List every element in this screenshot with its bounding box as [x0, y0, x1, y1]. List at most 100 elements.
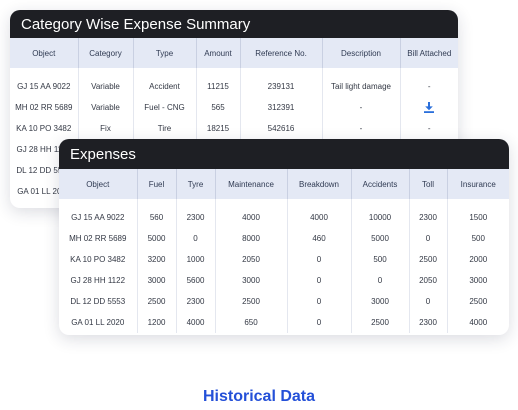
- column-header-reference-no[interactable]: Reference No.: [240, 38, 323, 68]
- cell-toll: 0: [409, 291, 448, 312]
- cell-fuel: 2500: [137, 291, 177, 312]
- cell-description: -: [322, 118, 401, 139]
- cell-maintenance: 650: [215, 312, 288, 333]
- cell-object: GA 01 LL 2020: [59, 312, 138, 333]
- cell-object: MH 02 RR 5689: [10, 97, 79, 118]
- cell-reference-no: 542616: [240, 118, 323, 139]
- expenses-card: Expenses Object Fuel Tyre Maintenance Br…: [59, 139, 509, 335]
- cell-fuel: 3000: [137, 270, 177, 291]
- table-row[interactable]: KA 10 PO 3482 3200 1000 2050 0 500 2500 …: [59, 249, 509, 270]
- column-header-insurance[interactable]: Insurance: [447, 169, 509, 199]
- column-header-type[interactable]: Type: [133, 38, 197, 68]
- column-header-breakdown[interactable]: Breakdown: [287, 169, 352, 199]
- cell-reference-no: 239131: [240, 68, 323, 97]
- cell-toll: 0: [409, 228, 448, 249]
- cell-bill-attached: -: [427, 124, 431, 133]
- table-row[interactable]: DL 12 DD 5553 2500 2300 2500 0 3000 0 25…: [59, 291, 509, 312]
- download-icon[interactable]: [424, 102, 435, 113]
- cell-type: Accident: [133, 68, 197, 97]
- cell-tyre: 5600: [176, 270, 216, 291]
- cell-maintenance: 8000: [215, 228, 288, 249]
- cell-maintenance: 2050: [215, 249, 288, 270]
- cell-tyre: 1000: [176, 249, 216, 270]
- column-header-fuel[interactable]: Fuel: [137, 169, 177, 199]
- cell-accidents: 500: [351, 249, 410, 270]
- cell-insurance: 2000: [469, 255, 488, 264]
- cell-maintenance: 4000: [215, 199, 288, 228]
- cell-bill-attached: -: [427, 82, 431, 91]
- column-header-description[interactable]: Description: [322, 38, 401, 68]
- cell-amount: 18215: [196, 118, 241, 139]
- cell-tyre: 0: [176, 228, 216, 249]
- column-header-bill-attached[interactable]: Bill Attached: [400, 38, 458, 68]
- cell-category: Fix: [78, 118, 134, 139]
- expense-summary-title: Category Wise Expense Summary: [10, 10, 458, 38]
- table-row[interactable]: GJ 15 AA 9022 Variable Accident 11215 23…: [10, 68, 458, 97]
- cell-fuel: 560: [137, 199, 177, 228]
- cell-object: DL 12 DD 5553: [59, 291, 138, 312]
- cell-accidents: 2500: [351, 312, 410, 333]
- cell-insurance: 4000: [469, 318, 488, 327]
- cell-object: GJ 28 HH 1122: [59, 270, 138, 291]
- cell-amount: 11215: [196, 68, 241, 97]
- cell-toll: 2300: [409, 199, 448, 228]
- cell-object: GJ 15 AA 9022: [59, 199, 138, 228]
- cell-maintenance: 2500: [215, 291, 288, 312]
- column-header-amount[interactable]: Amount: [196, 38, 241, 68]
- expenses-title: Expenses: [59, 139, 509, 169]
- cell-breakdown: 0: [287, 291, 352, 312]
- cell-type: Fuel - CNG: [133, 97, 197, 118]
- table-row[interactable]: GJ 15 AA 9022 560 2300 4000 4000 10000 2…: [59, 199, 509, 228]
- table-row[interactable]: MH 02 RR 5689 Variable Fuel - CNG 565 31…: [10, 97, 458, 118]
- table-header-row: Object Category Type Amount Reference No…: [10, 38, 458, 68]
- cell-description: Tail light damage: [322, 68, 401, 97]
- cell-fuel: 1200: [137, 312, 177, 333]
- cell-toll: 2300: [409, 312, 448, 333]
- historical-data-caption: Historical Data: [202, 388, 316, 405]
- cell-accidents: 10000: [351, 199, 410, 228]
- column-header-object[interactable]: Object: [59, 169, 138, 199]
- cell-fuel: 3200: [137, 249, 177, 270]
- cell-object: KA 10 PO 3482: [10, 118, 79, 139]
- cell-category: Variable: [78, 97, 134, 118]
- cell-object: GJ 15 AA 9022: [10, 68, 79, 97]
- cell-tyre: 4000: [176, 312, 216, 333]
- cell-amount: 565: [196, 97, 241, 118]
- cell-tyre: 2300: [176, 291, 216, 312]
- cell-breakdown: 0: [287, 312, 352, 333]
- cell-category: Variable: [78, 68, 134, 97]
- cell-accidents: 3000: [351, 291, 410, 312]
- column-header-toll[interactable]: Toll: [409, 169, 448, 199]
- cell-type: Tire: [133, 118, 197, 139]
- cell-insurance: 3000: [469, 276, 488, 285]
- cell-toll: 2050: [409, 270, 448, 291]
- cell-breakdown: 4000: [287, 199, 352, 228]
- cell-object: MH 02 RR 5689: [59, 228, 138, 249]
- cell-object: KA 10 PO 3482: [59, 249, 138, 270]
- table-row[interactable]: KA 10 PO 3482 Fix Tire 18215 542616 - -: [10, 118, 458, 139]
- column-header-object[interactable]: Object: [10, 38, 79, 68]
- cell-breakdown: 0: [287, 249, 352, 270]
- cell-reference-no: 312391: [240, 97, 323, 118]
- column-header-category[interactable]: Category: [78, 38, 134, 68]
- expenses-table: Object Fuel Tyre Maintenance Breakdown A…: [59, 169, 509, 333]
- column-header-maintenance[interactable]: Maintenance: [215, 169, 288, 199]
- cell-breakdown: 460: [287, 228, 352, 249]
- column-header-tyre[interactable]: Tyre: [176, 169, 216, 199]
- cell-insurance: 2500: [469, 297, 488, 306]
- table-row[interactable]: GA 01 LL 2020 1200 4000 650 0 2500 2300 …: [59, 312, 509, 333]
- cell-insurance: 500: [471, 234, 485, 243]
- cell-insurance: 1500: [469, 213, 488, 222]
- cell-maintenance: 3000: [215, 270, 288, 291]
- cell-toll: 2500: [409, 249, 448, 270]
- table-row[interactable]: GJ 28 HH 1122 3000 5600 3000 0 0 2050 30…: [59, 270, 509, 291]
- cell-accidents: 5000: [351, 228, 410, 249]
- cell-bill-attached: [400, 97, 458, 118]
- column-header-accidents[interactable]: Accidents: [351, 169, 410, 199]
- cell-accidents: 0: [351, 270, 410, 291]
- cell-fuel: 5000: [137, 228, 177, 249]
- table-row[interactable]: MH 02 RR 5689 5000 0 8000 460 5000 0 500: [59, 228, 509, 249]
- cell-tyre: 2300: [176, 199, 216, 228]
- cell-description: -: [322, 97, 401, 118]
- table-header-row: Object Fuel Tyre Maintenance Breakdown A…: [59, 169, 509, 199]
